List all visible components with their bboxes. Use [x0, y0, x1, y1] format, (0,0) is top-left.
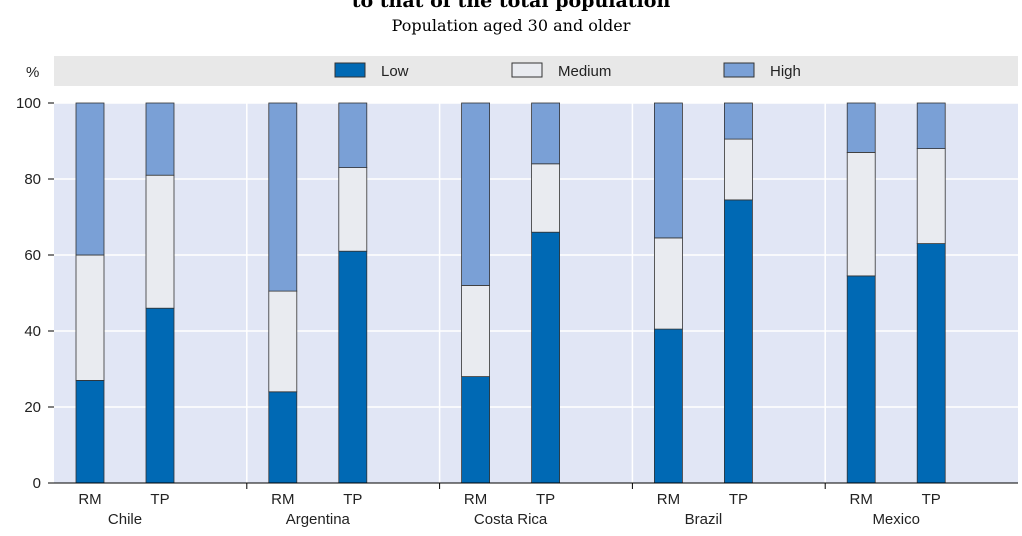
bar-brazil-tp-high: [724, 102, 753, 140]
bar-costa-rica-tp-high: [531, 102, 560, 165]
y-tick-label-100: 100: [16, 95, 41, 112]
bar-mexico-rm-medium: [846, 151, 876, 277]
x-tick-label-rm: RM: [271, 491, 294, 508]
bar-chile-rm-high: [75, 102, 105, 256]
bar-costa-rica-tp-low: [531, 231, 560, 484]
bar-argentina-tp-low: [338, 250, 368, 484]
bar-mexico-tp-low: [916, 243, 946, 484]
x-tick-label-rm: RM: [850, 491, 873, 508]
x-tick-label-tp: TP: [536, 491, 555, 508]
legend-label-low: Low: [381, 63, 409, 80]
bars: [75, 102, 946, 484]
bar-mexico-tp-high: [916, 102, 946, 149]
legend-label-high: High: [770, 63, 801, 80]
bar-argentina-rm-low: [268, 391, 298, 484]
x-tick-label-tp: TP: [343, 491, 362, 508]
legend-label-medium: Medium: [558, 63, 611, 80]
y-tick-label-40: 40: [24, 323, 41, 340]
y-axis: 0 20 40 60 80 100: [16, 95, 1018, 492]
y-axis-label: %: [26, 64, 39, 81]
bar-chile-rm-medium: [75, 254, 105, 381]
bar-chile-tp-medium: [145, 174, 175, 309]
x-tick-label-rm: RM: [657, 491, 680, 508]
x-axis-labels: RM TP Chile RM TP Argentina RM TP Costa Rica RM TP…: [78, 491, 940, 528]
group-label-chile: Chile: [108, 511, 142, 528]
chart-title: to that of the total population: [351, 0, 671, 12]
bar-chile-tp-high: [145, 102, 175, 176]
bar-costa-rica-rm-high: [461, 102, 491, 286]
group-label-argentina: Argentina: [286, 511, 351, 528]
group-label-mexico: Mexico: [872, 511, 920, 528]
bar-chile-rm-low: [75, 379, 105, 484]
x-tick-label-rm: RM: [78, 491, 101, 508]
y-tick-label-0: 0: [33, 475, 41, 492]
bar-mexico-rm-high: [846, 102, 876, 153]
x-tick-label-tp: TP: [150, 491, 169, 508]
bar-brazil-rm-high: [654, 102, 683, 239]
legend: Low Medium High: [334, 62, 801, 80]
x-tick-label-tp: TP: [729, 491, 748, 508]
x-tick-label-rm: RM: [464, 491, 487, 508]
legend-swatch-high: [723, 62, 755, 78]
bar-chile-tp-low: [145, 307, 175, 484]
bar-brazil-tp-low: [724, 199, 753, 484]
bar-brazil-tp-medium: [724, 138, 753, 201]
bar-costa-rica-rm-medium: [461, 284, 491, 377]
y-tick-label-20: 20: [24, 399, 41, 416]
bar-argentina-tp-high: [338, 102, 368, 168]
bar-brazil-rm-medium: [654, 237, 683, 330]
bar-mexico-rm-low: [846, 275, 876, 484]
bar-argentina-rm-high: [268, 102, 298, 292]
y-tick-label-60: 60: [24, 247, 41, 264]
bar-mexico-tp-medium: [916, 148, 946, 245]
group-label-costa-rica: Costa Rica: [474, 511, 548, 528]
bar-argentina-rm-medium: [268, 290, 298, 393]
bar-brazil-rm-low: [654, 328, 683, 484]
chart-subtitle: Population aged 30 and older: [391, 16, 631, 35]
y-tick-label-80: 80: [24, 171, 41, 188]
legend-swatch-low: [334, 62, 366, 78]
bar-costa-rica-rm-low: [461, 376, 491, 484]
x-tick-label-tp: TP: [922, 491, 941, 508]
bar-argentina-tp-medium: [338, 167, 368, 252]
legend-swatch-medium: [511, 62, 543, 78]
bar-costa-rica-tp-medium: [531, 163, 560, 233]
group-label-brazil: Brazil: [685, 511, 723, 528]
